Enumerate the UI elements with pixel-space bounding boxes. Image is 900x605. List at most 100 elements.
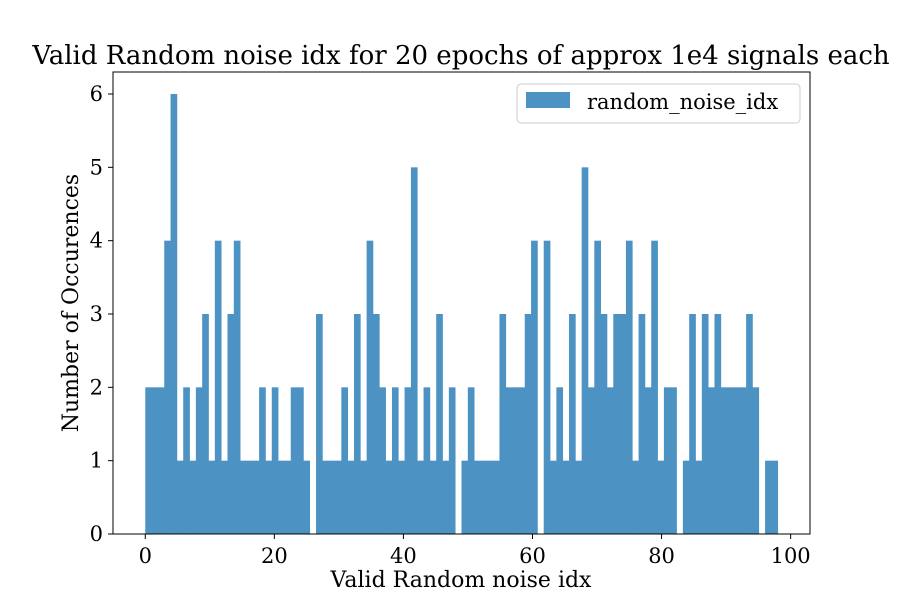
- histogram-bar: [720, 387, 728, 534]
- histogram-bar: [493, 460, 500, 534]
- histogram-bar: [746, 314, 753, 534]
- histogram-bar: [594, 240, 601, 535]
- histogram-bar: [347, 460, 355, 534]
- histogram-bar: [252, 460, 260, 534]
- plot-frame: [112, 71, 811, 535]
- histogram-bar: [145, 387, 152, 534]
- legend: random_noise_idx: [516, 83, 801, 124]
- histogram-bar: [233, 240, 241, 535]
- histogram-bar: [303, 460, 311, 534]
- x-tick-label: 80: [648, 544, 675, 568]
- y-tick-label: 2: [90, 375, 103, 399]
- histogram-bar: [195, 387, 203, 534]
- histogram-bar: [556, 387, 564, 534]
- histogram-bar: [423, 387, 431, 534]
- histogram-bar: [366, 240, 374, 535]
- histogram-bar: [644, 387, 652, 534]
- chart-title: Valid Random noise idx for 20 epochs of …: [31, 41, 890, 71]
- histogram-bar: [379, 387, 386, 534]
- histogram-bar: [461, 460, 469, 534]
- histogram-bar: [638, 314, 646, 534]
- histogram-bar: [518, 387, 526, 534]
- y-tick-label: 6: [90, 82, 103, 106]
- histogram-bar: [398, 460, 405, 534]
- histogram-bar: [625, 240, 633, 535]
- histogram-bar: [410, 167, 418, 534]
- histogram-bar: [404, 387, 412, 534]
- histogram-bar: [189, 460, 197, 534]
- x-tick-label: 40: [390, 544, 417, 568]
- histogram-bar: [651, 240, 658, 535]
- histogram-bar: [562, 460, 570, 534]
- histogram-bar: [448, 387, 456, 534]
- histogram-bar: [480, 460, 488, 534]
- histogram-bar: [164, 240, 171, 535]
- histogram-bar: [385, 460, 393, 534]
- histogram-bar: [569, 314, 576, 534]
- histogram-bar: [208, 460, 216, 534]
- histogram-bar: [151, 387, 159, 534]
- histogram-bar: [512, 387, 519, 534]
- histogram-bar: [499, 314, 507, 534]
- histogram-bar: [524, 314, 532, 534]
- histogram-bar: [708, 387, 715, 534]
- histogram-bar: [240, 460, 247, 534]
- histogram-bar: [505, 387, 513, 534]
- histogram-bar: [227, 314, 235, 534]
- histogram-bar: [246, 460, 254, 534]
- histogram-bar: [259, 387, 266, 534]
- histogram-bar: [701, 314, 709, 534]
- histogram-bar: [632, 460, 639, 534]
- y-tick-label: 4: [90, 229, 103, 253]
- histogram-bar: [278, 460, 285, 534]
- histogram-bar: [417, 460, 424, 534]
- x-ticks: 0 20 40 60 80 100: [139, 534, 811, 568]
- histogram-bar: [739, 387, 747, 534]
- y-tick-label: 0: [90, 522, 103, 546]
- histogram-bar: [297, 387, 304, 534]
- histogram-bar: [752, 387, 760, 534]
- histogram-bar: [550, 460, 557, 534]
- histogram-bar: [765, 460, 772, 534]
- histogram-bar: [170, 94, 178, 534]
- histogram-bar: [341, 387, 348, 534]
- histogram-bar: [619, 314, 627, 534]
- y-ticks: 0 1 2 3 4 5 6: [90, 82, 113, 546]
- histogram-bar: [575, 460, 583, 534]
- histogram-bar: [436, 314, 443, 534]
- y-tick-label: 1: [90, 449, 103, 473]
- histogram-bar: [372, 314, 380, 534]
- legend-label: random_noise_idx: [587, 90, 778, 114]
- histogram-bar: [613, 314, 620, 534]
- histogram-bar: [727, 387, 734, 534]
- histogram-bar: [316, 314, 323, 534]
- histogram-bar: [663, 387, 671, 534]
- legend-swatch: [526, 92, 570, 108]
- histogram-bar: [183, 387, 190, 534]
- histogram-bar: [353, 314, 361, 534]
- histogram-bar: [733, 387, 741, 534]
- histogram-bar: [221, 460, 228, 534]
- histogram-bar: [335, 460, 342, 534]
- histogram-bar: [290, 387, 298, 534]
- x-tick-label: 100: [771, 544, 811, 568]
- histogram-bar: [486, 460, 494, 534]
- histogram-bar: [531, 240, 538, 535]
- histogram-bar: [606, 387, 614, 534]
- histogram-bar: [271, 387, 279, 534]
- histogram-bar: [543, 240, 551, 535]
- histogram-bar: [328, 460, 336, 534]
- bars-layer: [145, 94, 779, 535]
- histogram-bar: [214, 240, 222, 535]
- histogram-bar: [157, 387, 165, 534]
- histogram-bar: [689, 314, 696, 534]
- x-tick-label: 0: [139, 544, 152, 568]
- histogram-bar: [429, 460, 437, 534]
- legend-frame: [516, 83, 801, 124]
- histogram-bar: [714, 314, 722, 534]
- x-tick-label: 20: [261, 544, 288, 568]
- histogram-bar: [771, 460, 779, 534]
- histogram-bar: [442, 460, 450, 534]
